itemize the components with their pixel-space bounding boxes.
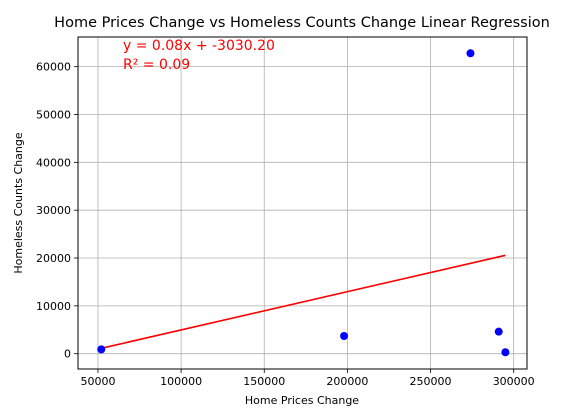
data-point	[340, 331, 349, 340]
y-axis-label: Homeless Counts Change	[12, 132, 25, 274]
y-tick-label: 0	[64, 348, 71, 361]
data-point	[494, 327, 503, 336]
y-tick-label: 60000	[36, 61, 71, 74]
data-point	[501, 348, 510, 357]
scatter-points	[97, 49, 510, 357]
y-tick-label: 50000	[36, 108, 71, 121]
axis-ticks: 50000 100000 150000 200000 250000 300000 0 1000…	[36, 61, 535, 388]
y-tick-label: 40000	[36, 156, 71, 169]
x-tick-label: 150000	[243, 375, 285, 388]
r-squared-label: R² = 0.09	[123, 57, 190, 73]
regression-line-layer	[101, 254, 506, 350]
x-tick-label: 300000	[493, 375, 535, 388]
regression-line	[101, 254, 506, 350]
plot-frame	[77, 36, 528, 370]
data-point	[97, 345, 106, 354]
grid	[78, 37, 527, 369]
y-tick-label: 10000	[36, 300, 71, 313]
regression-equation-label: y = 0.08x + -3030.20	[123, 38, 275, 54]
x-axis-label: Home Prices Change	[245, 394, 359, 407]
chart-title: Home Prices Change vs Homeless Counts Ch…	[54, 15, 550, 31]
x-tick-label: 50000	[80, 375, 115, 388]
y-tick-label: 30000	[36, 204, 71, 217]
y-tick-label: 20000	[36, 252, 71, 265]
x-tick-label: 250000	[410, 375, 452, 388]
x-tick-label: 100000	[160, 375, 202, 388]
x-tick-label: 200000	[326, 375, 368, 388]
data-point	[466, 49, 475, 58]
